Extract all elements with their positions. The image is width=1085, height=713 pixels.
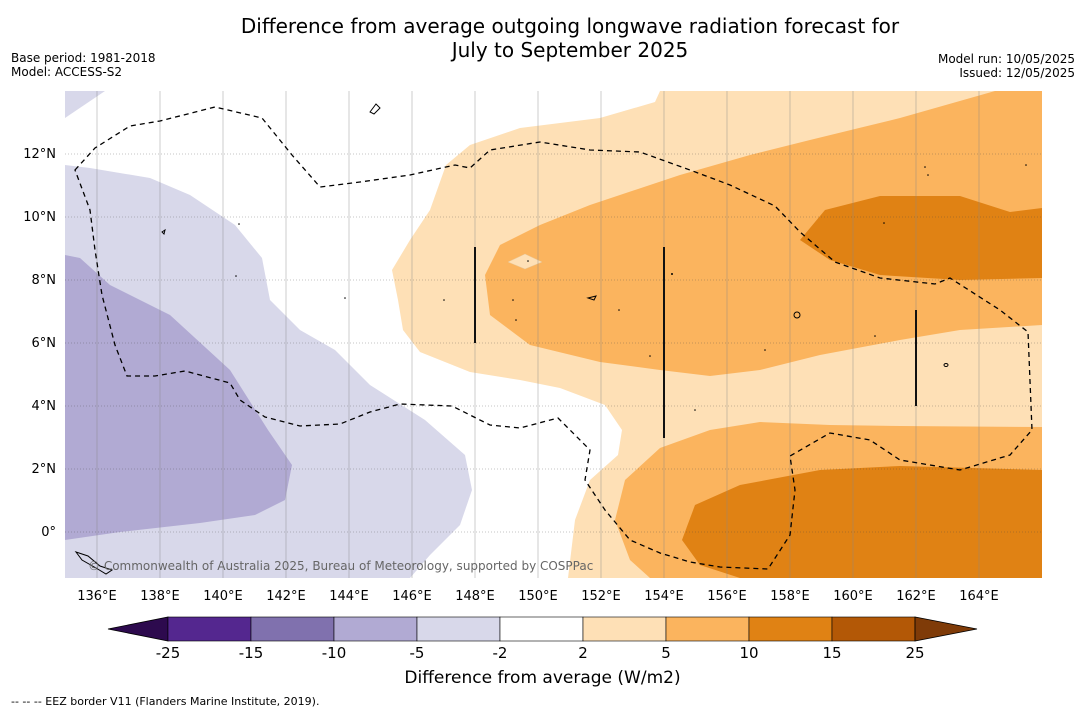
colorbar: [107, 616, 978, 642]
lat-label: 0°: [41, 525, 56, 540]
lat-label: 10°N: [23, 210, 56, 225]
anomaly-fields: [65, 91, 1042, 578]
lon-label: 144°E: [329, 589, 369, 604]
lon-label: 156°E: [707, 589, 747, 604]
colorbar-arrow-left: [107, 616, 169, 642]
lon-label: 160°E: [833, 589, 873, 604]
lon-label: 158°E: [770, 589, 810, 604]
region-light-purple-corner: [65, 91, 105, 118]
model-run: Model run: 10/05/2025: [937, 52, 1075, 66]
colorbar-swatch: [416, 616, 501, 642]
colorbar-swatch: [333, 616, 418, 642]
region-white-hole: [507, 253, 543, 270]
lon-label: 140°E: [203, 589, 243, 604]
gridlines: [65, 153, 1042, 533]
colorbar-swatch: [582, 616, 667, 642]
forecast-bars: [474, 247, 917, 438]
lon-label: 164°E: [959, 589, 999, 604]
colorbar-tick: 10: [739, 644, 758, 662]
region-medium-purple: [65, 255, 292, 540]
title-line-1: Difference from average outgoing longwav…: [240, 14, 900, 38]
lat-label: 2°N: [32, 462, 57, 477]
copyright-watermark: © Commonwealth of Australia 2025, Bureau…: [88, 559, 593, 573]
colorbar-tick: 25: [905, 644, 924, 662]
region-orange-north: [485, 91, 1042, 376]
lon-label: 136°E: [77, 589, 117, 604]
colorbar-tick: 5: [661, 644, 671, 662]
lon-label: 150°E: [518, 589, 558, 604]
lat-label: 6°N: [32, 336, 57, 351]
colorbar-tick: -10: [322, 644, 347, 662]
lat-label: 4°N: [32, 399, 57, 414]
colorbar-tick: -15: [239, 644, 264, 662]
base-period: Base period: 1981-2018: [11, 51, 156, 65]
colorbar-tick: -5: [410, 644, 425, 662]
colorbar-swatch: [167, 616, 252, 642]
lon-label: 148°E: [455, 589, 495, 604]
colorbar-tick: 2: [578, 644, 588, 662]
eez-borders: [74, 106, 1033, 570]
colorbar-swatch: [748, 616, 833, 642]
colorbar-tick: -2: [493, 644, 508, 662]
meta-right: Model run: 10/05/2025 Issued: 12/05/2025: [938, 52, 1075, 80]
lat-label: 8°N: [32, 273, 57, 288]
lon-label: 162°E: [896, 589, 936, 604]
colorbar-swatch: [831, 616, 916, 642]
region-dark-orange-south: [682, 466, 1042, 578]
islands: [74, 103, 949, 575]
lon-label: 154°E: [644, 589, 684, 604]
page-title: Difference from average outgoing longwav…: [0, 14, 1085, 62]
colorbar-label: Difference from average (W/m2): [404, 668, 681, 688]
lon-label: 152°E: [581, 589, 621, 604]
lon-label: 138°E: [140, 589, 180, 604]
colorbar-swatch: [665, 616, 750, 642]
title-line-2: July to September 2025: [451, 38, 689, 62]
meta-left: Base period: 1981-2018 Model: ACCESS-S2: [11, 51, 156, 79]
lon-label: 142°E: [266, 589, 306, 604]
eez-footnote: -- -- -- EEZ border V11 (Flanders Marine…: [11, 695, 320, 708]
colorbar-ticks: -25 -15 -10 -5 -2 2 5 10 15 25: [156, 644, 925, 662]
lat-label: 12°N: [23, 147, 56, 162]
colorbar-tick: 15: [822, 644, 841, 662]
colorbar-swatch: [499, 616, 584, 642]
colorbar-arrow-right: [914, 616, 978, 642]
lon-labels: 136°E 138°E 140°E 142°E 144°E 146°E 148°…: [77, 589, 999, 604]
lat-labels: 12°N 10°N 8°N 6°N 4°N 2°N 0°: [23, 147, 56, 540]
model-name: Model: ACCESS-S2: [11, 65, 123, 79]
island-dots: [235, 164, 1027, 411]
issued-date: Issued: 12/05/2025: [959, 66, 1075, 80]
colorbar-tick: -25: [156, 644, 181, 662]
colorbar-swatch: [250, 616, 335, 642]
lon-label: 146°E: [392, 589, 432, 604]
